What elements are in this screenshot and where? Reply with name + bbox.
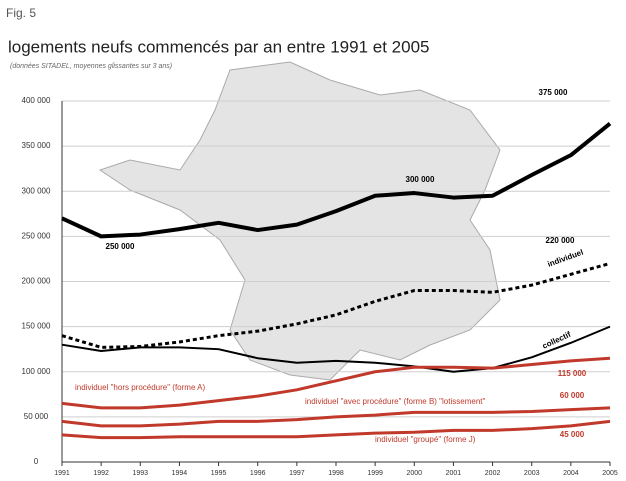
y-tick-label: 50 000 [24,412,49,421]
x-tick-label: 2002 [485,470,501,477]
y-tick-label: 0 [34,457,39,466]
figure-label: Fig. 5 [6,6,36,20]
series-label: individuel "hors procédure" (forme A) [75,383,206,392]
x-tick-label: 1993 [132,470,148,477]
annotation: 115 000 [558,369,587,378]
x-tick-label: 1996 [250,470,266,477]
x-tick-label: 2004 [563,470,579,477]
x-tick-label: 1994 [172,470,188,477]
map-background [98,61,501,381]
series-label: individuel "groupé" (forme J) [375,435,476,444]
x-tick-label: 1992 [93,470,109,477]
x-tick-label: 2001 [446,470,462,477]
y-tick-label: 300 000 [22,186,51,195]
chart-subtitle: (données SITADEL, moyennes glissantes su… [10,63,172,70]
x-tick-label: 1999 [367,470,383,477]
x-tick-label: 1991 [54,470,70,477]
x-tick-label: 1997 [289,470,305,477]
x-tick-label: 1995 [211,470,227,477]
y-tick-label: 250 000 [22,231,51,240]
annotation: 60 000 [560,391,585,400]
annotation: 45 000 [560,430,585,439]
series-line [61,356,611,410]
series-line [61,406,611,428]
x-tick-label: 2003 [524,470,540,477]
y-tick-label: 350 000 [22,141,51,150]
series-line [61,419,611,440]
x-tick-label: 1998 [328,470,344,477]
series-label: individuel "avec procédure" (forme B) "l… [305,397,485,406]
y-tick-label: 200 000 [22,277,51,286]
series-line [61,122,612,239]
series-line [61,325,611,373]
y-tick-label: 400 000 [22,96,51,105]
annotation: 220 000 [546,236,575,245]
annotation: 250 000 [106,242,135,251]
y-tick-label: 100 000 [22,367,51,376]
annotation: 375 000 [539,88,568,97]
chart-title: logements neufs commencés par an entre 1… [8,37,430,56]
annotation: 300 000 [406,175,435,184]
y-tick-label: 150 000 [22,322,51,331]
series-line [61,262,611,349]
x-tick-label: 2000 [406,470,422,477]
x-tick-label: 2005 [602,470,618,477]
